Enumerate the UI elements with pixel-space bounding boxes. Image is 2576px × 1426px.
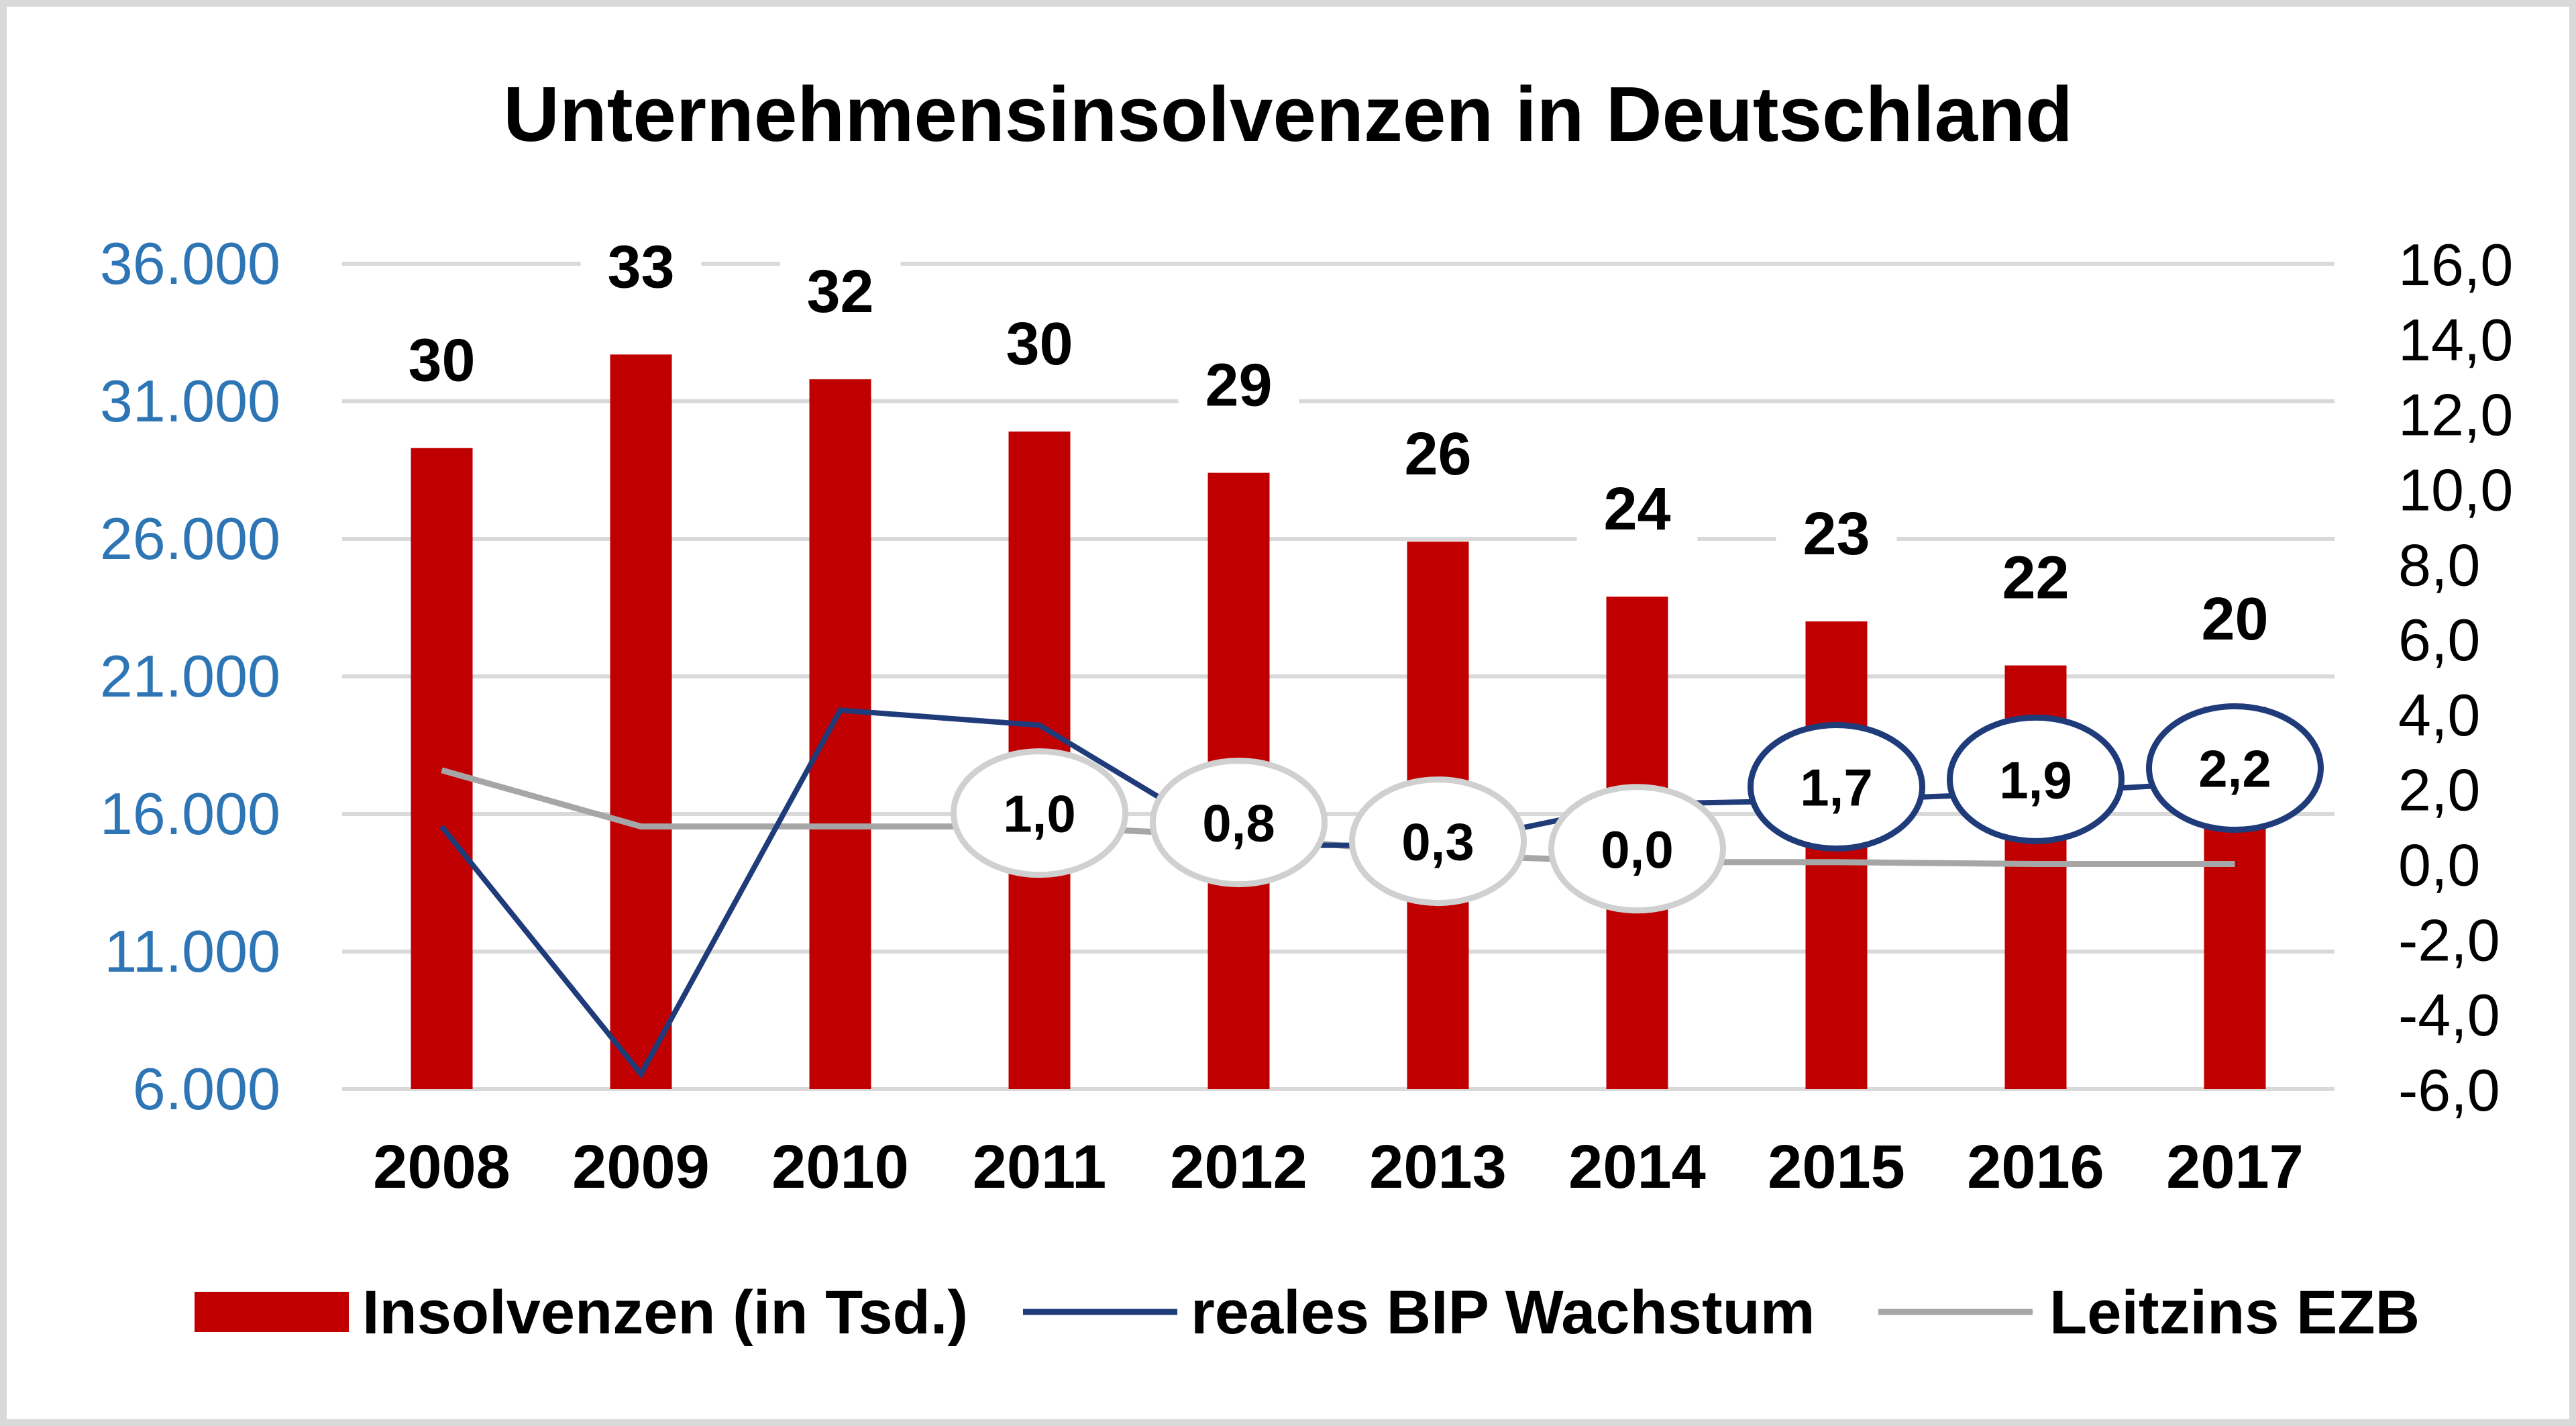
series-line	[439, 707, 2235, 1079]
right-axis-tick-label: 6,0	[2398, 607, 2480, 673]
legend: Insolvenzen (in Tsd.) reales BIP Wachstum…	[195, 1278, 2420, 1347]
line-data-label-bubble	[2146, 703, 2324, 833]
line-data-label-bubble	[1947, 714, 2125, 844]
line-data-label-bubble	[951, 748, 1128, 878]
right-axis-tick-label: 14,0	[2398, 307, 2513, 373]
x-axis-tick-label: 2010	[771, 1133, 909, 1201]
right-axis-tick-label: 12,0	[2398, 382, 2513, 448]
right-axis-tick-label: -2,0	[2398, 907, 2500, 973]
line-data-label-bubble	[1349, 776, 1527, 907]
bar	[411, 448, 473, 1089]
right-axis-tick-label: -6,0	[2398, 1057, 2500, 1123]
bar-data-label: 30	[1006, 311, 1073, 378]
right-axis-tick-label: 2,0	[2398, 757, 2480, 823]
bar-label-bg	[1576, 477, 1698, 545]
line-data-label: 2,2	[2198, 740, 2271, 799]
left-axis-tick-label: 16.000	[100, 780, 280, 847]
data-labels: 30 33 32 30 29 26 24 23 22 20 1,0 0,8 0,3 0,0 1,7 1,9 2,…	[381, 234, 2324, 914]
left-axis-tick-label: 26.000	[100, 505, 280, 572]
x-axis-tick-label: 2009	[572, 1133, 710, 1201]
line-data-label-bubble	[1150, 758, 1328, 888]
bar-data-label: 20	[2201, 586, 2268, 653]
line-data-label-bubble	[1548, 784, 1726, 914]
line-data-label: 1,7	[1800, 758, 1872, 817]
bar-label-bg	[979, 312, 1100, 380]
left-axis-tick-label: 21.000	[100, 643, 280, 709]
chart-title: Unternehmensinsolvenzen in Deutschland	[503, 70, 2073, 158]
bar-label-bg	[381, 328, 502, 396]
right-axis-tick-label: 10,0	[2398, 456, 2513, 523]
bar-label-bg	[580, 235, 702, 303]
line-series	[439, 707, 2235, 1079]
bar-data-label: 33	[607, 234, 674, 301]
bar-label-bg	[780, 260, 901, 327]
axes: 36.000 31.000 26.000 21.000 16.000 11.000 6.00…	[100, 230, 2513, 1201]
x-axis-tick-label: 2014	[1568, 1133, 1706, 1201]
left-axis-tick-label: 31.000	[100, 368, 280, 434]
bar-data-label: 23	[1803, 501, 1870, 568]
x-axis-tick-label: 2013	[1369, 1133, 1507, 1201]
line-data-label-bubble	[1748, 722, 1925, 852]
bar-data-label: 30	[408, 327, 475, 395]
x-axis-tick-label: 2015	[1768, 1133, 1905, 1201]
left-axis-tick-label: 6.000	[133, 1056, 280, 1122]
x-axis-tick-label: 2017	[2166, 1133, 2304, 1201]
bar-data-label: 24	[1603, 476, 1670, 543]
bar-label-bg	[1975, 546, 2096, 613]
line-data-label: 0,3	[1401, 813, 1474, 872]
bar-label-bg	[1776, 502, 1897, 569]
bar-series	[411, 354, 2266, 1090]
line-data-label: 1,9	[1999, 750, 2072, 809]
bar-label-bg	[1178, 353, 1299, 421]
line-data-label: 0,8	[1202, 794, 1275, 853]
x-axis-tick-label: 2016	[1967, 1133, 2104, 1201]
x-axis-tick-label: 2008	[373, 1133, 511, 1201]
legend-label: Leitzins EZB	[2049, 1278, 2420, 1347]
bar	[1805, 621, 1868, 1089]
bar-data-label: 32	[806, 258, 873, 325]
line-data-label: 1,0	[1003, 784, 1075, 844]
legend-swatch-bar	[195, 1292, 349, 1332]
bar-data-label: 26	[1404, 421, 1471, 488]
bar-data-label: 22	[2002, 545, 2069, 612]
x-axis-tick-label: 2012	[1170, 1133, 1307, 1201]
legend-label: Insolvenzen (in Tsd.)	[362, 1278, 968, 1347]
left-axis-tick-label: 36.000	[100, 230, 280, 297]
bar-label-bg	[1377, 422, 1499, 490]
left-axis-tick-label: 11.000	[104, 918, 280, 984]
right-axis-tick-label: 8,0	[2398, 531, 2480, 598]
legend-label: reales BIP Wachstum	[1191, 1278, 1815, 1347]
bar-data-label: 29	[1205, 352, 1272, 419]
bar-label-bg	[2174, 587, 2296, 655]
right-axis-tick-label: 4,0	[2398, 682, 2480, 748]
right-axis-tick-label: -4,0	[2398, 982, 2500, 1048]
bar	[610, 354, 672, 1089]
line-data-label: 0,0	[1601, 820, 1673, 879]
bar	[809, 379, 871, 1090]
x-axis-tick-label: 2011	[973, 1133, 1107, 1201]
right-axis-tick-label: 16,0	[2398, 232, 2513, 298]
right-axis-tick-label: 0,0	[2398, 832, 2480, 899]
